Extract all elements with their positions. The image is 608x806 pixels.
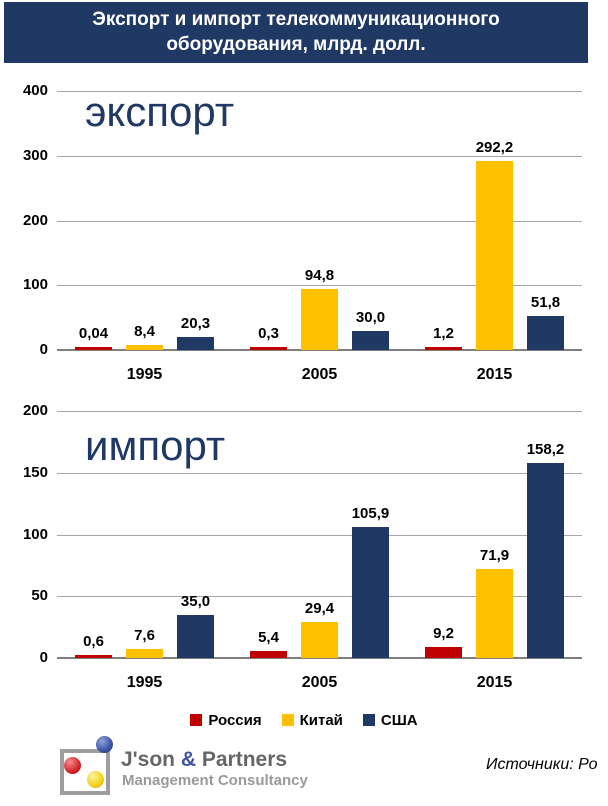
china-swatch-icon xyxy=(281,714,294,726)
y-tick-label: 400 xyxy=(22,82,48,99)
page-title-line-2: оборудования, млрд. долл. xyxy=(166,33,426,55)
bar-США-2015 xyxy=(527,463,564,658)
y-tick-label: 200 xyxy=(22,402,48,419)
gridline xyxy=(57,220,582,222)
y-tick-label: 100 xyxy=(22,276,48,294)
bar-США-2015 xyxy=(527,316,564,350)
export-chart-title: экспорт xyxy=(85,88,235,135)
source-text: Источники: Ро xyxy=(486,756,598,773)
bar-Россия-1995 xyxy=(75,655,112,658)
gridline xyxy=(57,472,582,474)
value-label: 158,2 xyxy=(526,441,565,458)
bar-Китай-1995 xyxy=(126,345,163,350)
y-tick-label: 150 xyxy=(22,463,48,481)
x-axis-line xyxy=(57,657,582,659)
bar-Россия-2005 xyxy=(250,651,287,658)
value-label: 1,2 xyxy=(433,325,454,342)
bar-Китай-1995 xyxy=(126,649,163,658)
value-label: 30,0 xyxy=(355,309,386,326)
bar-США-1995 xyxy=(177,615,214,658)
y-tick-label: 0 xyxy=(39,341,48,358)
gridline xyxy=(57,91,582,92)
logo-blue-ball-icon xyxy=(96,736,113,753)
x-tick-label: 1995 xyxy=(126,366,163,383)
gridline xyxy=(57,411,582,412)
bar-Россия-2005 xyxy=(250,347,287,350)
gridline xyxy=(57,596,582,598)
y-tick-label: 100 xyxy=(22,525,48,543)
logo-ampersand: & xyxy=(180,748,197,771)
legend: Россия Китай США xyxy=(0,708,608,732)
export-chart: экспорт 0,04 8,4 20,3 0,3 94,8 30,0 1,2 292,2 51… xyxy=(0,82,608,396)
y-tick-label: 0 xyxy=(39,649,48,666)
bar-Китай-2005 xyxy=(301,289,338,350)
value-label: 29,4 xyxy=(304,600,335,617)
import-chart-title: импорт xyxy=(85,422,226,469)
x-tick-label: 1995 xyxy=(126,674,163,691)
legend-label-china: Китай xyxy=(299,711,343,729)
logo-subtitle: Management Consultancy xyxy=(122,772,308,789)
logo-company-name: J'son & Partners xyxy=(121,748,287,772)
bar-США-1995 xyxy=(177,337,214,350)
bar-США-2005 xyxy=(352,331,389,350)
gridline xyxy=(57,534,582,536)
value-label: 35,0 xyxy=(180,593,211,610)
legend-item-russia: Россия xyxy=(190,711,262,729)
page-title-line-1: Экспорт и импорт телекоммуникационного xyxy=(92,8,500,30)
bar-Россия-1995 xyxy=(75,347,112,350)
logo-red-ball-icon xyxy=(64,757,81,774)
x-tick-label: 2005 xyxy=(301,366,338,383)
x-tick-label: 2015 xyxy=(476,674,513,691)
value-label: 7,6 xyxy=(134,627,155,644)
y-tick-label: 50 xyxy=(31,587,48,605)
logo-name-part1: J'son xyxy=(121,748,176,771)
import-chart: импорт 0,6 7,6 35,0 5,4 29,4 105,9 9,2 71,9 158,… xyxy=(0,402,608,701)
value-label: 20,3 xyxy=(180,315,211,332)
value-label: 51,8 xyxy=(530,294,561,311)
bar-Китай-2015 xyxy=(476,569,513,658)
value-label: 0,3 xyxy=(258,325,279,342)
x-tick-label: 2005 xyxy=(301,674,338,691)
logo-yellow-ball-icon xyxy=(87,771,104,788)
legend-label-usa: США xyxy=(380,711,418,729)
gridline xyxy=(57,285,582,287)
bar-США-2005 xyxy=(352,527,389,658)
value-label: 5,4 xyxy=(258,629,279,646)
export-plot-area: 0,04 8,4 20,3 0,3 94,8 30,0 1,2 292,2 51,8 xyxy=(57,91,582,351)
x-tick-label: 2015 xyxy=(476,366,513,383)
russia-swatch-icon xyxy=(190,714,203,726)
value-label: 105,9 xyxy=(351,505,390,522)
value-label: 0,6 xyxy=(83,633,104,650)
legend-item-usa: США xyxy=(362,711,418,729)
title-banner: Экспорт и импорт телекоммуникационного о… xyxy=(4,2,588,63)
y-tick-label: 300 xyxy=(22,146,48,164)
value-label: 292,2 xyxy=(475,139,514,156)
bar-Россия-2015 xyxy=(425,647,462,658)
value-label: 9,2 xyxy=(433,625,454,642)
value-label: 8,4 xyxy=(134,323,155,340)
legend-item-china: Китай xyxy=(281,711,343,729)
x-axis-line xyxy=(57,349,582,351)
bar-Китай-2015 xyxy=(476,161,513,350)
import-plot-area: 0,6 7,6 35,0 5,4 29,4 105,9 9,2 71,9 158,2 xyxy=(57,411,582,659)
value-label: 94,8 xyxy=(304,267,335,284)
value-label: 0,04 xyxy=(78,325,109,342)
bar-Россия-2015 xyxy=(425,347,462,350)
legend-label-russia: Россия xyxy=(208,711,262,729)
y-tick-label: 200 xyxy=(22,211,48,229)
gridline xyxy=(57,155,582,157)
usa-swatch-icon xyxy=(362,714,375,726)
value-label: 71,9 xyxy=(479,547,510,564)
bar-Китай-2005 xyxy=(301,622,338,658)
logo-name-part2: Partners xyxy=(201,748,288,771)
